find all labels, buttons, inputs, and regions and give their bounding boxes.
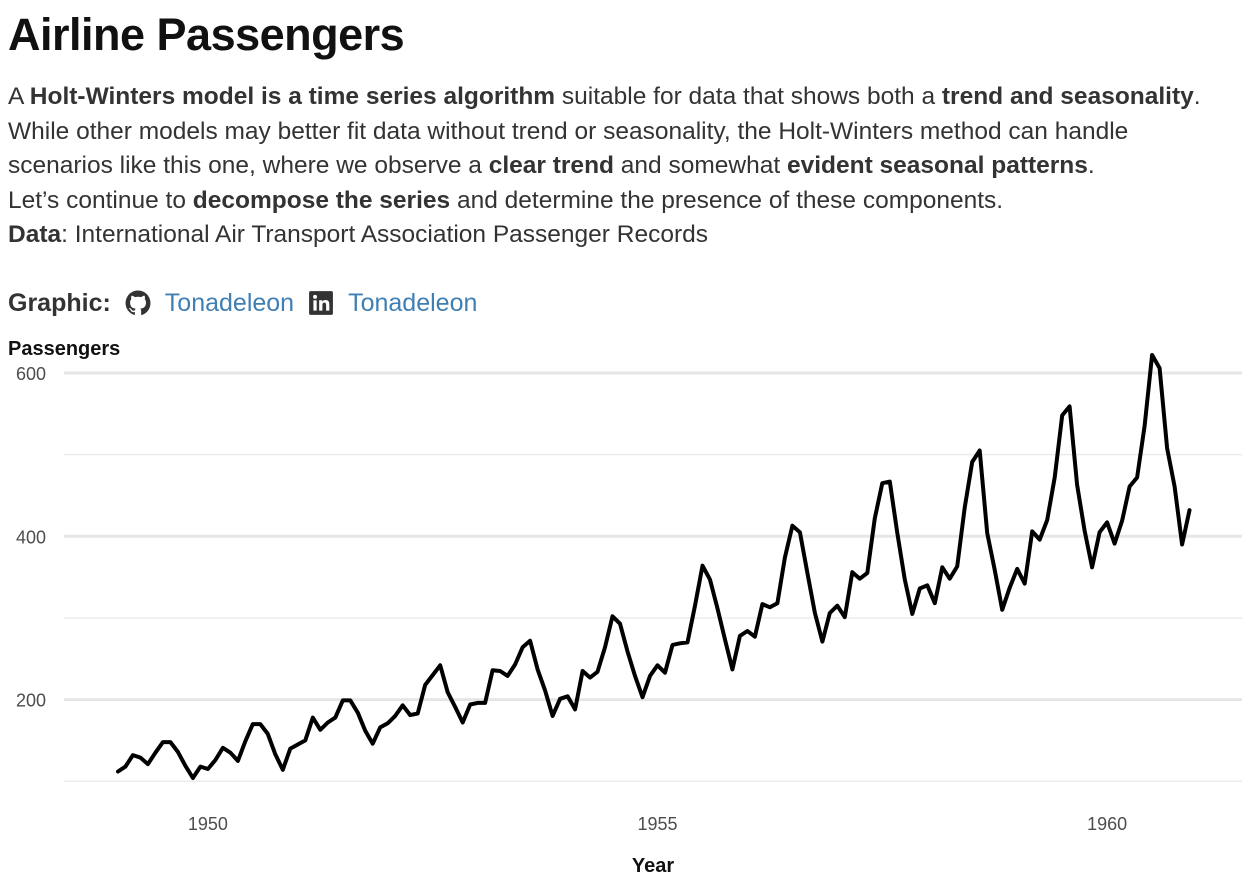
passengers-series-line (116, 353, 1192, 780)
body-text: . (1087, 152, 1095, 179)
graphic-credits: Graphic: Tonadeleon Tonadeleon (8, 286, 491, 320)
x-tick-label: 1960 (1087, 814, 1127, 834)
data-source-text: : International Air Transport Associatio… (61, 221, 708, 248)
x-tick-labels: 1950 1955 1960 (188, 814, 1127, 834)
description-paragraph: A Holt-Winters model is a time series al… (8, 80, 1233, 184)
body-text: suitable for data that shows both a (555, 83, 942, 110)
github-link[interactable]: Tonadeleon (164, 289, 295, 317)
body-text: and somewhat (614, 152, 787, 179)
linkedin-icon[interactable] (308, 290, 334, 316)
body-text: Let’s continue to (8, 186, 193, 214)
x-tick-label: 1950 (188, 814, 228, 834)
emphasis-text: evident seasonal patterns (786, 152, 1088, 179)
chart-title: Airline Passengers (8, 9, 405, 60)
body-text: . While other models may better fit data… (8, 83, 1201, 179)
x-tick-label: 1955 (637, 814, 677, 834)
emphasis-text: trend and seasonality (941, 83, 1194, 110)
y-tick-labels: 200 400 600 (16, 364, 46, 711)
data-source: Data: International Air Transport Associ… (8, 218, 1233, 253)
emphasis-text: decompose the series (192, 186, 451, 214)
body-text: and determine the presence of these comp… (450, 186, 1004, 214)
credits-label: Graphic: (8, 289, 111, 317)
emphasis-text: clear trend (488, 152, 614, 179)
body-text: A (8, 83, 30, 110)
y-axis-label: Passengers (8, 338, 120, 360)
chart-description: A Holt-Winters model is a time series al… (8, 80, 1233, 253)
x-axis-label: Year (632, 855, 674, 875)
grid-lines (64, 371, 1242, 783)
y-tick-label: 600 (16, 364, 46, 384)
data-source-label: Data (8, 221, 62, 248)
y-tick-label: 200 (16, 691, 46, 711)
description-paragraph-2: Let’s continue to decompose the series a… (8, 184, 1233, 219)
y-tick-label: 400 (16, 527, 46, 547)
chart-area: 200 400 600 1950 1955 1960 Passengers Year (0, 330, 1250, 877)
line-chart: 200 400 600 1950 1955 1960 Passengers Year (8, 338, 1242, 877)
emphasis-text: Holt-Winters model is a time series algo… (29, 83, 556, 110)
linkedin-link[interactable]: Tonadeleon (348, 289, 478, 317)
github-icon[interactable] (125, 290, 151, 316)
